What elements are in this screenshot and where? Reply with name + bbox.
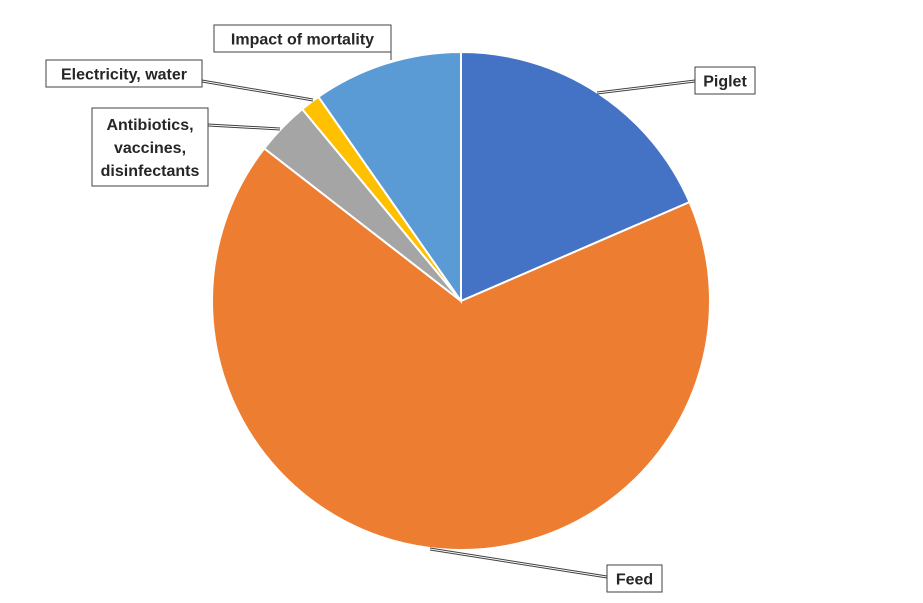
slice-label-impact-of-mortality: Impact of mortality	[213, 24, 392, 53]
slice-label-piglet: Piglet	[694, 66, 756, 95]
leader-line	[596, 81, 696, 95]
label-box	[91, 107, 209, 187]
leader-line	[201, 81, 314, 102]
slice-label-electricity-water: Electricity, water	[45, 59, 203, 88]
pie-slice-feed	[211, 146, 711, 551]
label-text-line: Impact of mortality	[231, 32, 374, 49]
pie-slices	[211, 50, 711, 551]
leader-line	[207, 123, 281, 129]
leader-line	[207, 125, 281, 131]
slice-labels: Piglet Feed Antibiotics, vaccines, disinfect…	[45, 24, 756, 593]
leader-line	[596, 79, 696, 93]
label-text-line: vaccines,	[114, 140, 186, 157]
leader-line	[429, 547, 608, 577]
pie-slice-impact-of-mortality	[317, 50, 462, 305]
leader-line	[201, 79, 314, 100]
label-text-line: Antibiotics,	[106, 117, 193, 134]
label-text-line: Feed	[616, 572, 653, 589]
slice-label-antibiotics-vaccines-disinfectants: Antibiotics, vaccines, disinfectants	[91, 107, 209, 187]
label-box	[606, 564, 663, 593]
label-text-line: Electricity, water	[61, 67, 187, 84]
leader-line	[429, 549, 608, 579]
label-box	[213, 24, 392, 53]
label-box	[694, 66, 756, 95]
leader-lines	[201, 51, 696, 579]
pie-slice-piglet	[460, 50, 691, 303]
label-box	[45, 59, 203, 88]
slice-label-feed: Feed	[606, 564, 663, 593]
label-text-line: Piglet	[703, 74, 747, 91]
label-text-line: disinfectants	[101, 163, 200, 180]
